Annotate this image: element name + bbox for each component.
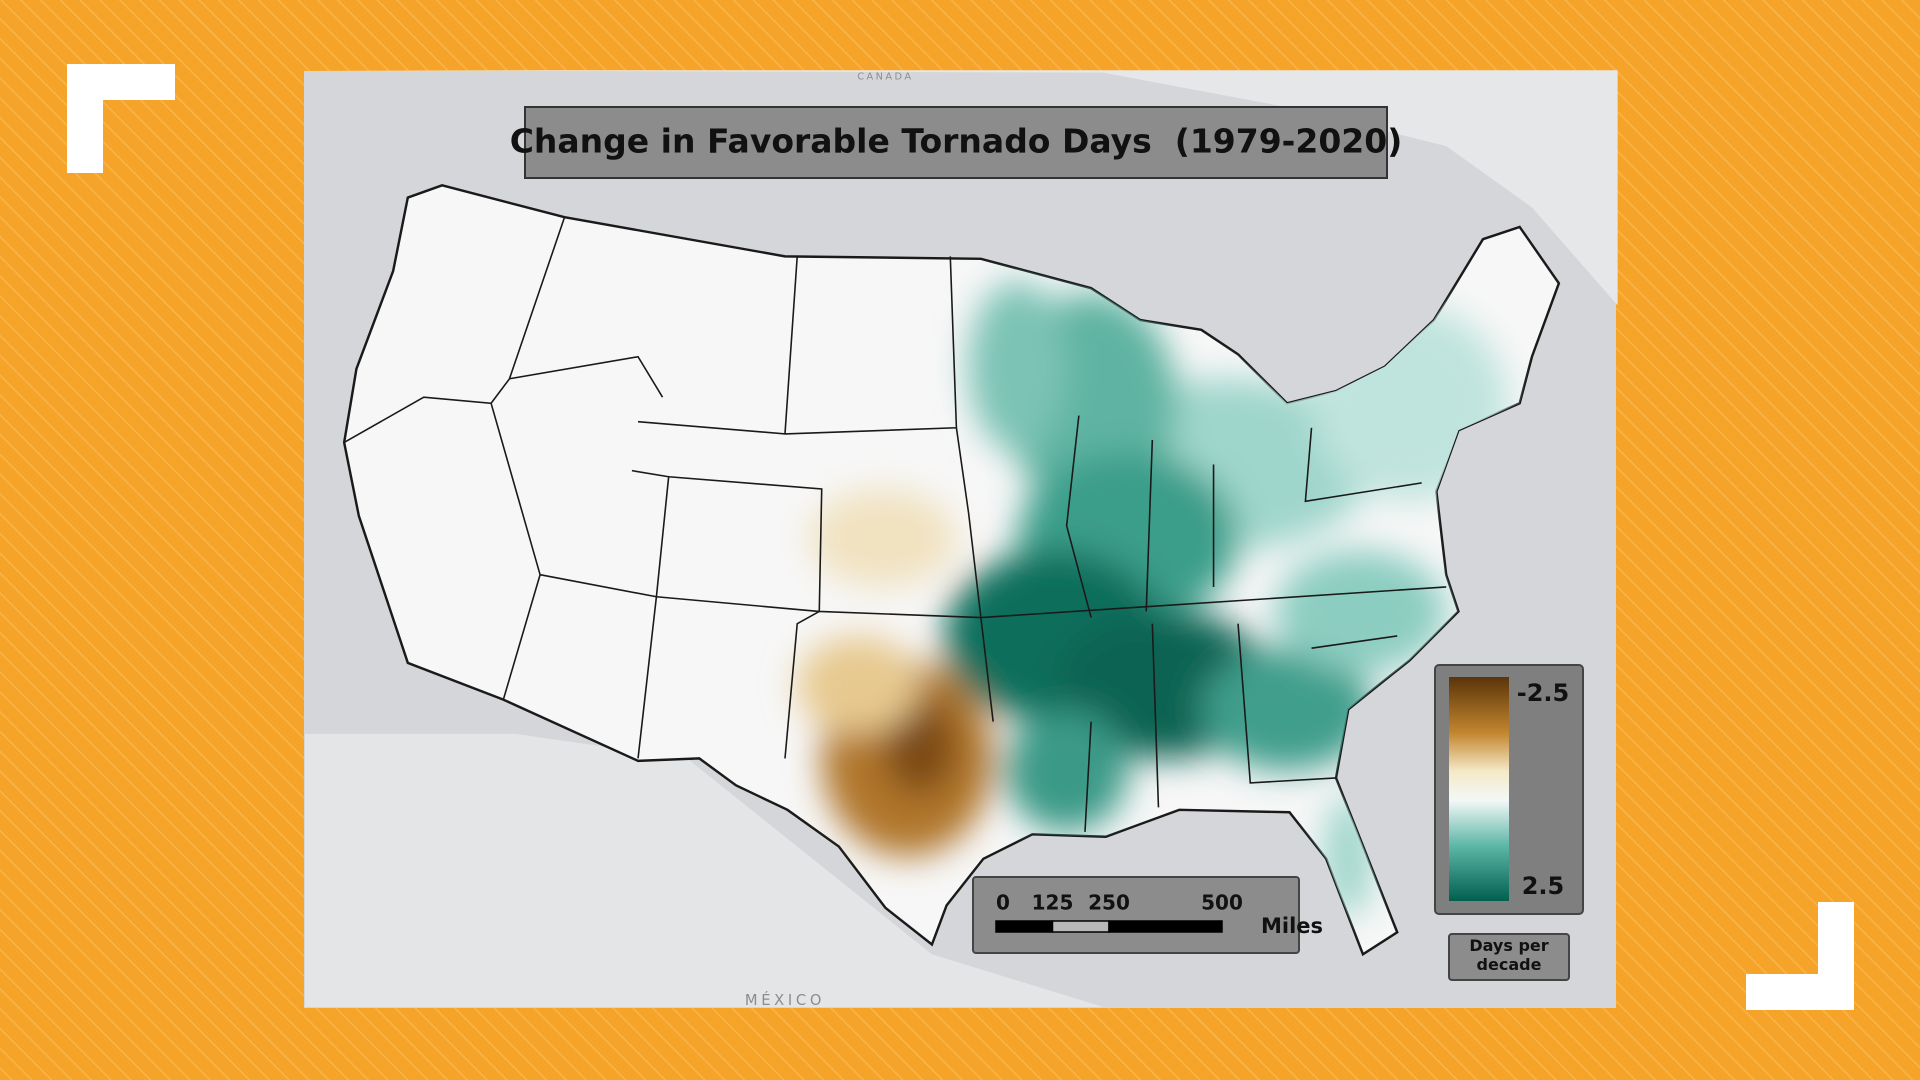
- map: CANADA MÉXICO: [304, 70, 1618, 1009]
- corner-bracket: [67, 64, 1854, 1010]
- legend: -2.5 2.5 Days per decade: [1434, 664, 1584, 981]
- scale-segment: [1108, 920, 1223, 933]
- scale-unit: Miles: [1261, 914, 1323, 938]
- scale-tick-label: 500: [1201, 891, 1243, 915]
- legend-unit: Days per decade: [1469, 936, 1549, 974]
- scale-tick-label: 250: [1088, 891, 1130, 915]
- map-title: Change in Favorable Tornado Days (1979-2…: [510, 122, 1403, 161]
- scale-bar: Miles 0 125 250 500: [972, 876, 1323, 954]
- scale-segment: [995, 920, 1054, 933]
- country-label: CANADA: [857, 71, 913, 82]
- scale-segment: [1051, 920, 1110, 933]
- scale-tick-label: 0: [996, 891, 1010, 915]
- scale-tick-label: 125: [1032, 891, 1074, 915]
- country-label: MÉXICO: [745, 991, 825, 1009]
- legend-label: 2.5: [1522, 872, 1565, 900]
- legend-label: -2.5: [1517, 679, 1569, 707]
- title-box: Change in Favorable Tornado Days (1979-2…: [510, 106, 1403, 179]
